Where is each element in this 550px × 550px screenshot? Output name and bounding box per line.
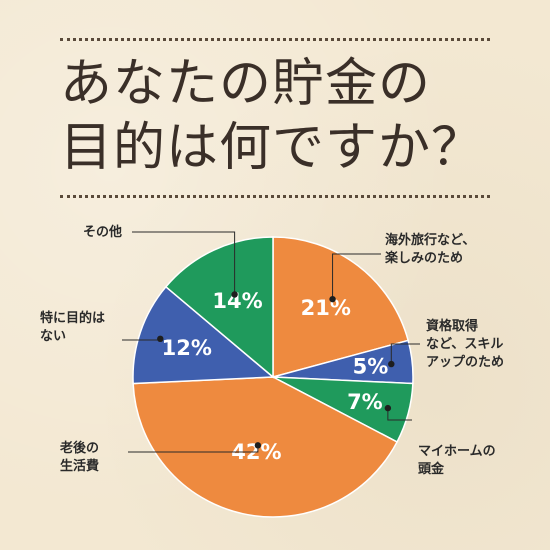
- leader-line-3: [387, 408, 412, 421]
- dotted-divider-top: [60, 38, 490, 41]
- pie-slice-1: [272, 236, 410, 378]
- leader-dot-3: [384, 404, 392, 412]
- slice-percentage-1: 21%: [301, 296, 351, 320]
- title-line-2: 目的は何ですか？: [60, 118, 485, 178]
- pie-slice-6: [164, 236, 274, 379]
- leader-line-1: [332, 253, 381, 300]
- leader-dot-5: [157, 335, 164, 343]
- slice-percentage-6: 14%: [212, 289, 262, 313]
- slice-label-3: マイホームの頭金: [418, 444, 496, 477]
- slice-label-4: 老後の生活費: [59, 440, 99, 474]
- leader-dot-1: [329, 295, 336, 303]
- leader-dot-6: [231, 291, 238, 298]
- leader-line-2: [390, 343, 420, 365]
- slice-percentage-2: 5%: [353, 354, 389, 378]
- pie-slice-4: [132, 376, 399, 518]
- leader-dot-4: [254, 442, 262, 449]
- slice-percentage-3: 7%: [347, 390, 383, 414]
- slice-label-5: 特に目的はない: [40, 310, 105, 344]
- leader-dot-2: [388, 360, 395, 368]
- leader-line-6: [132, 231, 236, 295]
- dotted-divider-bottom: [60, 195, 490, 198]
- page-title: あなたの貯金の 目的は何ですか？: [60, 52, 500, 180]
- slice-label-6: その他: [83, 224, 122, 240]
- title-line-1: あなたの貯金の: [60, 54, 432, 114]
- slice-label-2: 資格取得など、スキルアップのため: [426, 318, 504, 370]
- slice-percentage-5: 12%: [162, 336, 212, 360]
- slice-label-1: 海外旅行など、楽しみのため: [384, 232, 475, 266]
- pie-slice-5: [132, 285, 275, 385]
